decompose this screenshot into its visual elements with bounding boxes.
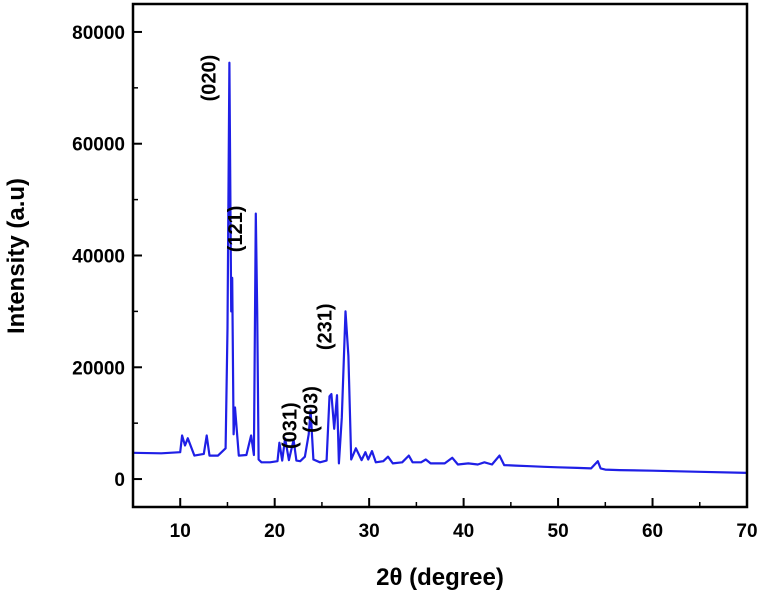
peak-annotations: (020) (121) (031)(203) (231) <box>198 55 336 449</box>
y-tick-label: 40000 <box>72 247 125 268</box>
x-tick-label: 10 <box>170 521 191 542</box>
x-tick-label: 70 <box>736 521 757 542</box>
y-tick-label: 60000 <box>72 135 125 156</box>
peak-label: (020) <box>198 55 220 102</box>
plot-frame <box>131 2 749 509</box>
x-axis-title: 2θ (degree) <box>376 564 504 591</box>
peak-label: (031) <box>280 402 302 449</box>
peak-label: (203) <box>300 386 322 433</box>
y-tick-label: 80000 <box>72 23 125 44</box>
x-tick-label: 30 <box>359 521 380 542</box>
peak-label: (121) <box>225 206 247 253</box>
x-tick-label: 60 <box>642 521 663 542</box>
x-tick-label: 40 <box>453 521 474 542</box>
y-tick-label: 0 <box>114 470 125 491</box>
y-axis-title: Intensity (a.u) <box>3 178 30 334</box>
x-tick-label: 50 <box>548 521 569 542</box>
y-tick-label: 20000 <box>72 358 125 379</box>
series-line <box>132 61 748 474</box>
peak-label: (231) <box>315 303 337 350</box>
x-tick-label: 20 <box>264 521 285 542</box>
tick-labels: 10 20 30 40 50 60 70 0 20000 40000 60000 80000 <box>72 23 757 542</box>
